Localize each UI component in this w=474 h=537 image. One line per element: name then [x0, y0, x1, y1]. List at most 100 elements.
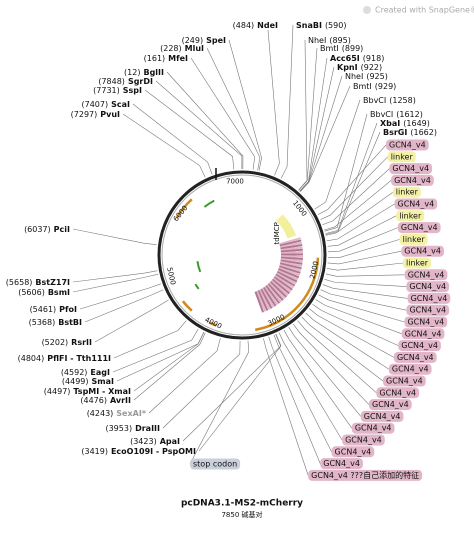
feature-label: GCN4_v4	[345, 436, 382, 445]
leader-line	[84, 289, 164, 323]
enzyme-label: KpnI (922)	[337, 63, 382, 72]
feature-box	[376, 387, 420, 399]
gene-arc	[194, 283, 200, 290]
feature-label: GCN4_v4	[372, 400, 409, 409]
feature-label: GCN4_v4	[409, 282, 446, 291]
enzyme-position: (1649)	[403, 119, 430, 128]
feature-tag: GCN4_v4	[360, 410, 404, 422]
leader-line	[320, 289, 407, 311]
feature-tag: GCN4_v4	[406, 304, 450, 316]
feature-tag: GCN4_v4	[320, 458, 363, 470]
feature-label: GCN4_v4 ???自己添加的特征	[311, 470, 419, 480]
enzyme-label: (12) BglII	[124, 68, 164, 77]
leader-line	[299, 57, 328, 192]
leader-line	[72, 270, 158, 283]
enzyme-name: SexAI*	[116, 409, 147, 418]
feature-box	[320, 458, 363, 470]
enzyme-name: BsmI	[48, 288, 70, 297]
feature-box	[331, 446, 375, 458]
enzyme-label: (484) NdeI	[233, 21, 278, 30]
feature-label: GCN4_v4	[364, 412, 401, 421]
leader-line	[72, 228, 157, 246]
enzyme-label: (3953) DraIII	[105, 424, 160, 433]
repeat-segment	[268, 282, 286, 300]
repeat-segment	[280, 244, 303, 250]
enzyme-position: (161)	[144, 54, 166, 63]
feature-label: GCN4_v4	[411, 294, 448, 303]
feature-tag: GCN4_v4	[388, 363, 432, 375]
leader-line	[327, 239, 400, 259]
feature-box	[401, 245, 444, 257]
feature-box	[308, 469, 423, 481]
enzyme-label: (228) MluI	[160, 44, 204, 53]
leader-lines	[72, 24, 408, 476]
leader-line	[267, 29, 280, 176]
feature-box	[342, 434, 385, 446]
repeat-segment	[258, 289, 271, 310]
enzyme-label: SnaBI (590)	[296, 21, 346, 30]
enzyme-position: (4243)	[87, 409, 114, 418]
feature-label: GCN4_v4	[389, 141, 426, 150]
feature-box	[394, 198, 438, 210]
feature-tag: GCN4_v4	[401, 328, 445, 340]
feature-tag: GCN4_v4	[342, 434, 385, 446]
repeat-segment	[276, 271, 298, 283]
enzyme-name: AvrII	[110, 396, 131, 405]
leader-line	[162, 340, 241, 429]
enzyme-label: (4497) TspMI - XmaI	[44, 387, 131, 396]
enzyme-position: (7297)	[71, 110, 98, 119]
leader-line	[228, 39, 262, 171]
feature-tag: GCN4_v4	[401, 245, 444, 257]
repeat-segment	[279, 265, 301, 274]
feature-label: GCN4_v4	[392, 365, 429, 374]
feature-label: GCN4_v4	[323, 459, 360, 468]
feature-tag: GCN4_v4	[389, 163, 433, 175]
leader-line	[301, 316, 384, 382]
feature-box	[407, 292, 451, 304]
leader-line	[326, 203, 395, 242]
repeat-segment	[280, 261, 303, 267]
leader-line	[182, 334, 282, 442]
feature-box	[397, 222, 441, 234]
enzyme-position: (4499)	[62, 377, 89, 386]
feature-box	[190, 458, 241, 470]
repeat-segment	[280, 251, 303, 255]
leader-line	[298, 47, 318, 191]
enzyme-name: BmtI	[353, 82, 372, 91]
ring-label: 5000	[165, 267, 177, 286]
feature-label: GCN4_v4	[335, 447, 372, 456]
repeat-segment	[260, 288, 273, 309]
promoter-arc	[181, 300, 193, 312]
repeat-segment	[280, 241, 302, 249]
enzyme-position: (3419)	[81, 447, 108, 456]
leader-line	[314, 99, 361, 210]
enzyme-name: ScaI	[111, 100, 130, 109]
enzyme-label: (7848) SgrDI	[98, 77, 153, 86]
repeat-segment	[274, 275, 295, 289]
leader-line	[122, 113, 206, 178]
enzyme-position: (5658)	[6, 278, 33, 287]
feature-label: GCN4_v4	[397, 353, 434, 362]
feature-box	[406, 304, 450, 316]
enzyme-label: (5368) BstBI	[29, 318, 82, 327]
feature-box	[401, 328, 445, 340]
enzyme-label: (6037) PciI	[24, 225, 70, 234]
enzyme-name: EagI	[90, 368, 110, 377]
repeat-segment	[280, 255, 304, 258]
title: pcDNA3.1-MS2-mCherry	[181, 499, 303, 509]
repeat-segment	[280, 246, 303, 252]
subtitle: 7850 碱基对	[221, 510, 262, 519]
leader-line	[324, 113, 368, 232]
orf-arc	[254, 257, 320, 332]
feature-box	[389, 163, 433, 175]
enzyme-label: (5658) BstZ17I	[6, 278, 70, 287]
feature-label: GCN4_v4	[408, 270, 445, 279]
feature-box	[360, 410, 404, 422]
leader-line	[327, 215, 397, 247]
leader-line	[189, 340, 250, 465]
enzyme-label: (5606) BsmI	[18, 288, 70, 297]
feature-box	[388, 363, 432, 375]
enzyme-label: (4476) AvrII	[80, 396, 131, 405]
feature-tag: stop codon	[190, 458, 241, 470]
enzyme-position: (922)	[361, 63, 383, 72]
